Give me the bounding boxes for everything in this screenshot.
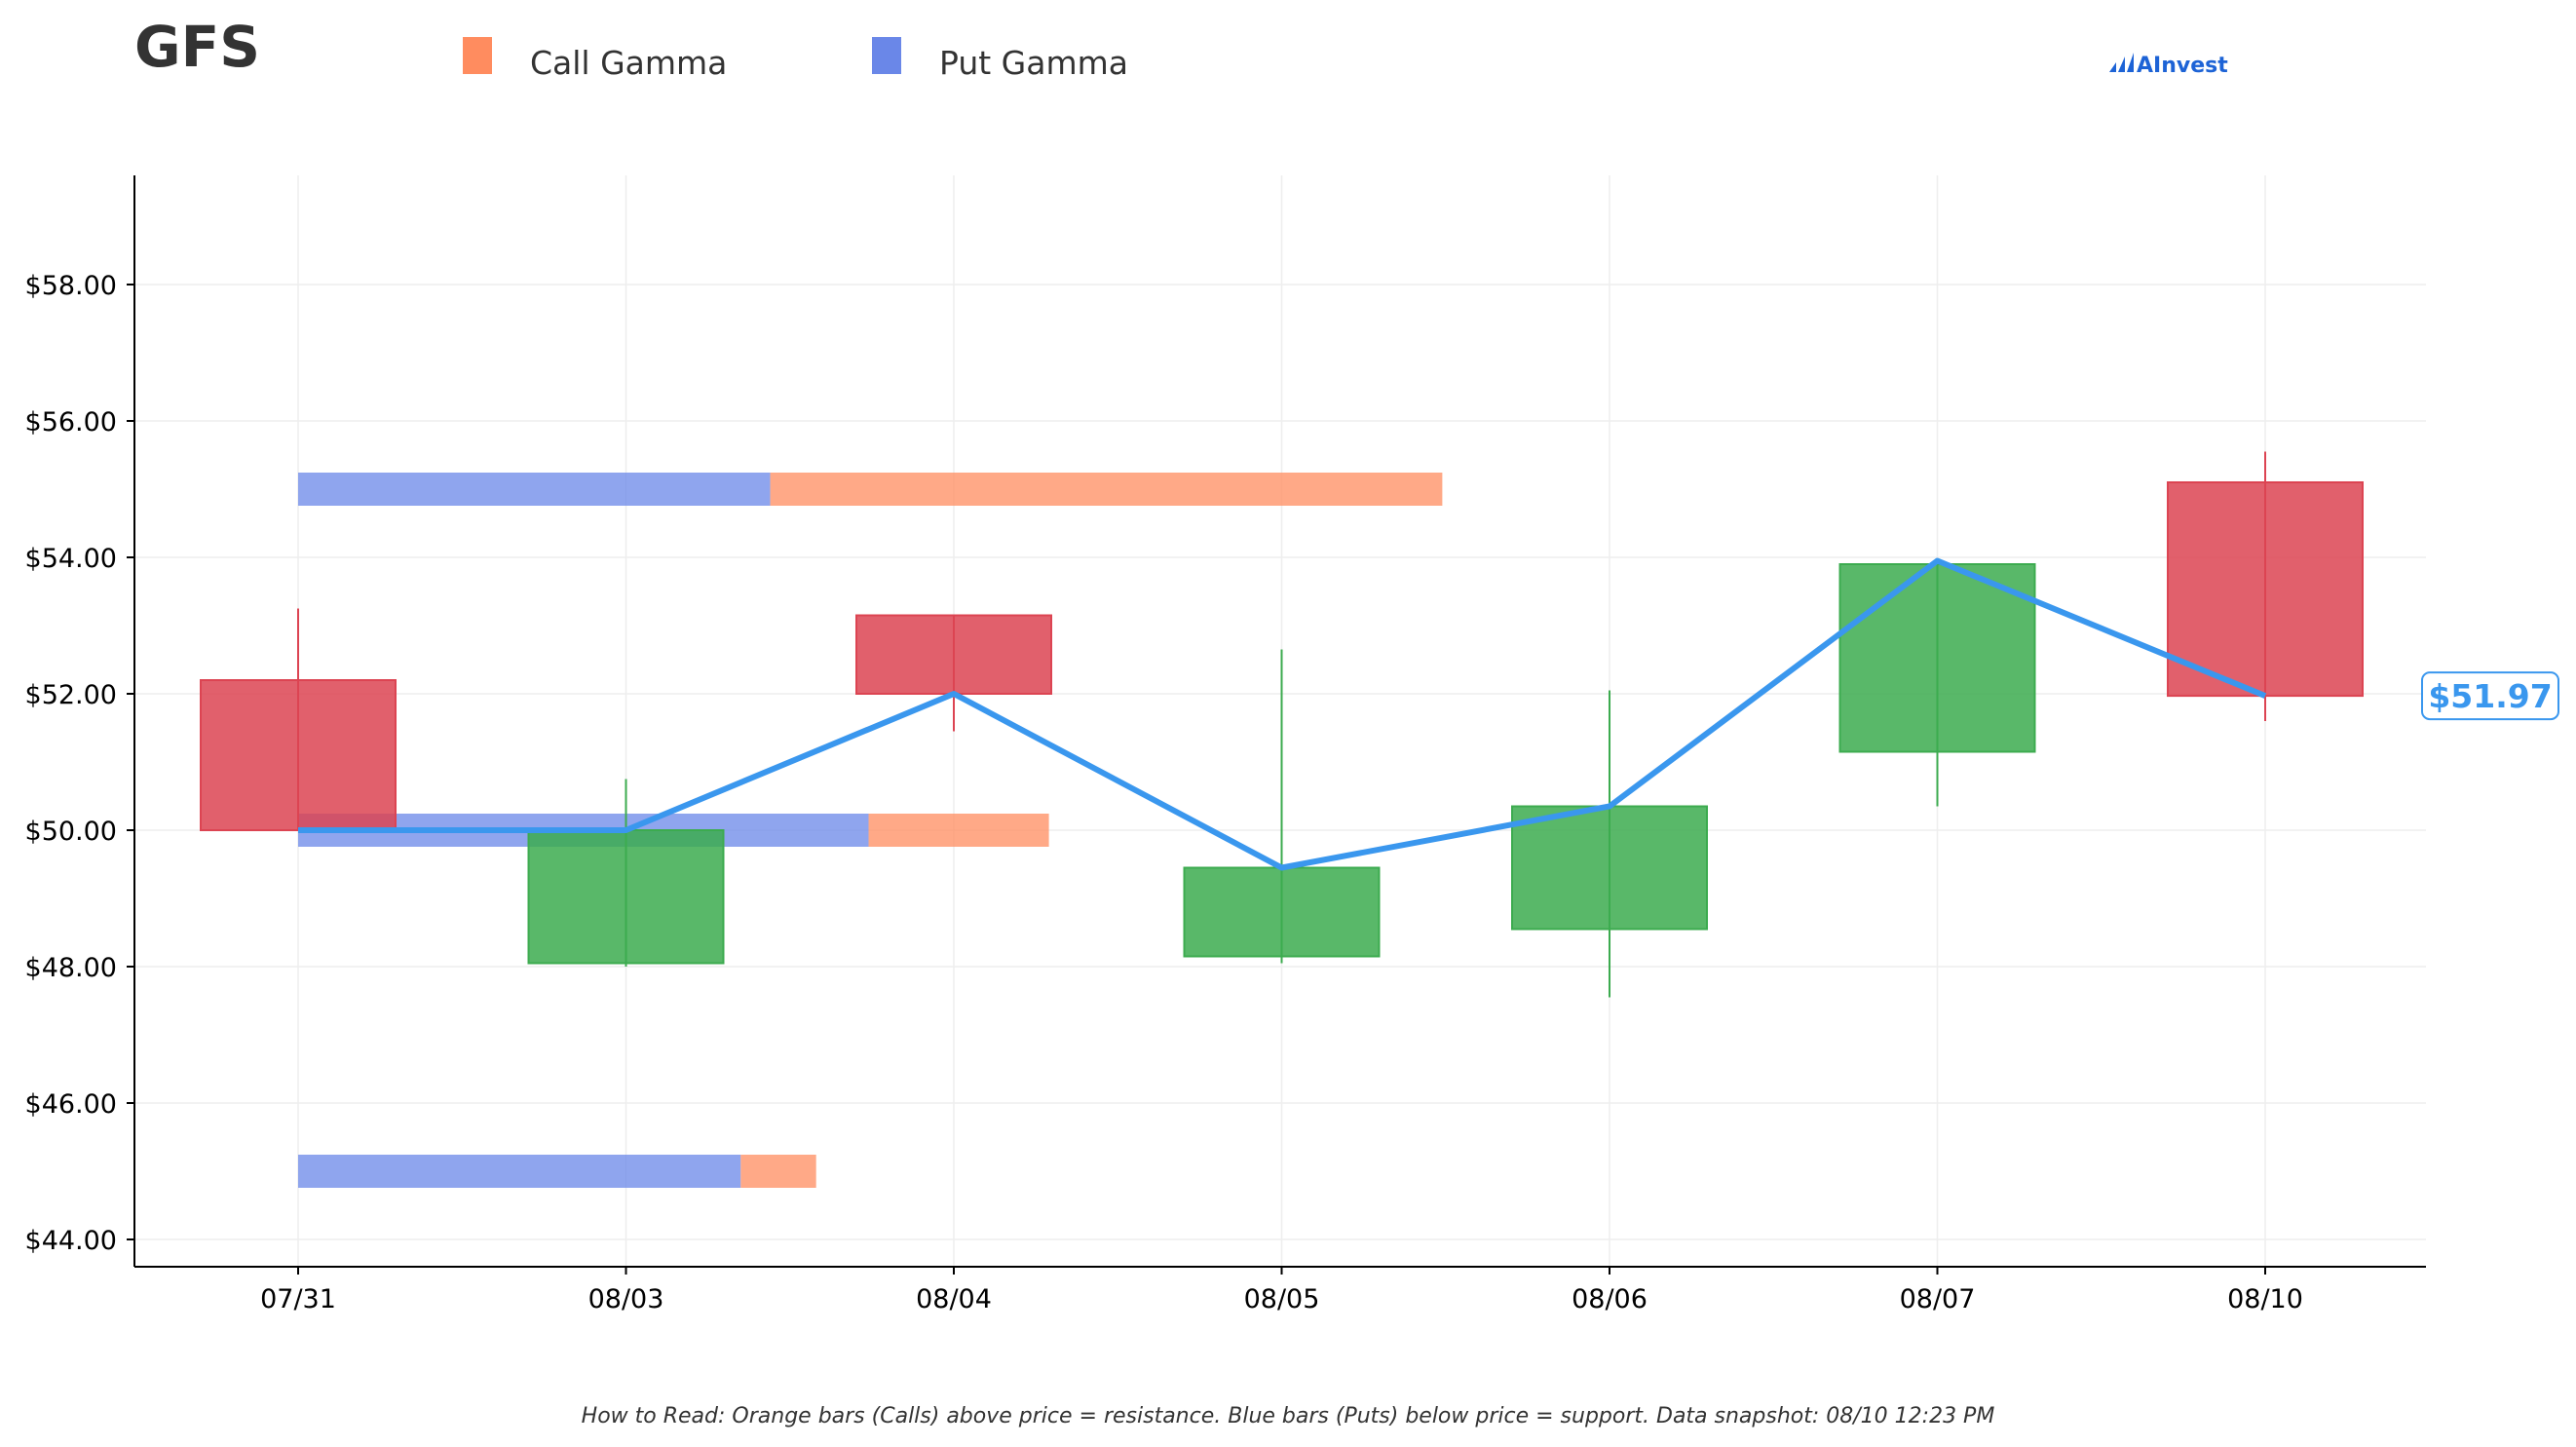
- x-tick-label: 08/03: [588, 1284, 664, 1314]
- y-tick-label: $44.00: [25, 1226, 117, 1256]
- candle-body: [1511, 805, 1708, 931]
- chart-footnote: How to Read: Orange bars (Calls) above p…: [582, 1404, 1995, 1428]
- legend-label-put: Put Gamma: [939, 44, 1128, 82]
- brand-logo: AInvest: [2109, 53, 2228, 78]
- last-price-box: [2421, 671, 2559, 721]
- brand-name: AInvest: [2137, 54, 2228, 78]
- legend-swatch-call: [463, 37, 492, 74]
- candle-body: [1183, 866, 1381, 958]
- chart-title: GFS: [134, 14, 260, 80]
- x-tick-label: 08/06: [1572, 1284, 1648, 1314]
- x-tick-label: 08/05: [1244, 1284, 1320, 1314]
- call-gamma-bar: [740, 1155, 816, 1188]
- legend: Call Gamma Put Gamma: [463, 37, 1128, 82]
- y-tick-label: $48.00: [25, 953, 117, 983]
- x-tick-label: 08/10: [2227, 1284, 2303, 1314]
- candle-body: [527, 829, 725, 965]
- legend-label-call: Call Gamma: [530, 44, 727, 82]
- put-gamma-bar: [298, 473, 771, 506]
- y-tick-label: $54.00: [25, 544, 117, 574]
- x-tick-label: 07/31: [260, 1284, 336, 1314]
- y-tick-label: $56.00: [25, 407, 117, 438]
- legend-swatch-put: [872, 37, 901, 74]
- brand-chart-icon: [2109, 53, 2134, 72]
- last-price-label: $51.97: [2428, 677, 2552, 715]
- put-gamma-bar: [298, 1155, 741, 1188]
- call-gamma-bar: [770, 473, 1443, 506]
- candle-body: [2167, 481, 2364, 698]
- candle-body: [1838, 563, 2036, 753]
- y-tick-label: $58.00: [25, 271, 117, 301]
- price-line: [298, 557, 2267, 871]
- plot-area: $51.97 $44.00 $46.00 $48.00 $50.00 $52.00 $54.…: [25, 175, 2559, 1314]
- candle-body: [200, 679, 397, 831]
- x-tick-label: 08/04: [916, 1284, 992, 1314]
- call-gamma-bar: [868, 814, 1049, 847]
- x-tick-label: 08/07: [1900, 1284, 1976, 1314]
- y-tick-label: $50.00: [25, 817, 117, 847]
- y-tick-label: $52.00: [25, 680, 117, 710]
- candle-body: [855, 614, 1052, 695]
- y-tick-label: $46.00: [25, 1089, 117, 1120]
